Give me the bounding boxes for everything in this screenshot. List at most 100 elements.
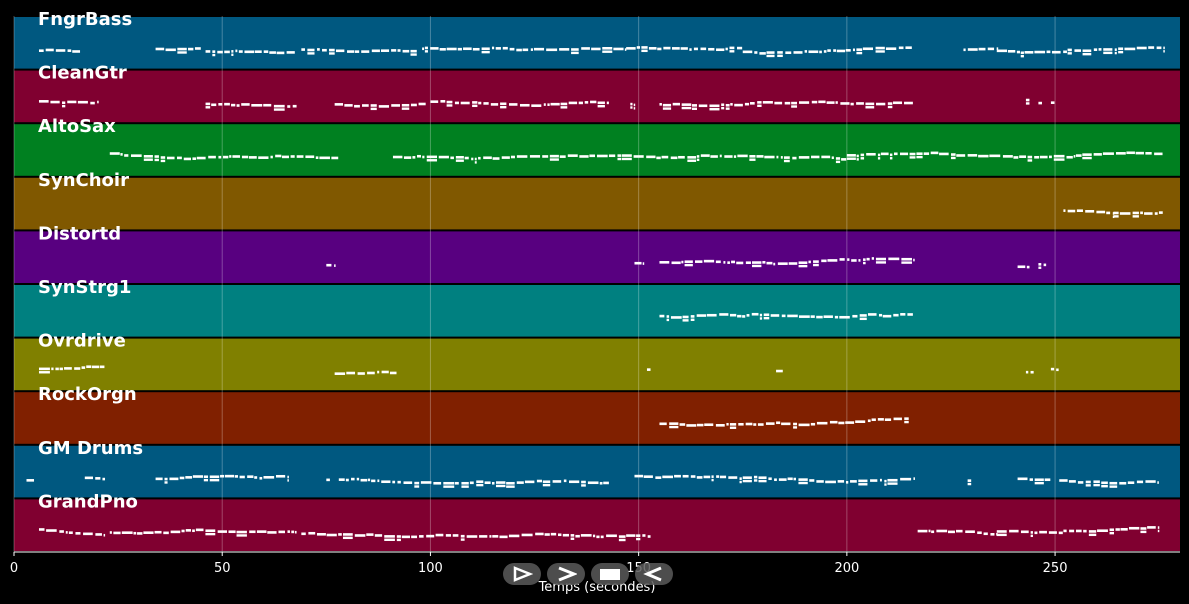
note (68, 531, 73, 535)
note (1113, 211, 1119, 215)
note (236, 104, 240, 107)
note (424, 50, 428, 53)
note (641, 46, 648, 49)
note (483, 156, 492, 160)
note (319, 156, 330, 160)
note (275, 474, 286, 478)
note (1026, 265, 1030, 269)
next-button[interactable] (547, 563, 585, 585)
note (495, 484, 506, 488)
note (495, 47, 501, 50)
note (185, 476, 193, 479)
note (930, 151, 939, 155)
note (646, 368, 651, 371)
note-segment (1038, 263, 1047, 269)
note (1077, 481, 1084, 484)
note (749, 155, 756, 158)
note (889, 153, 893, 157)
note (715, 424, 725, 427)
note (835, 160, 841, 164)
note (508, 103, 518, 106)
note (784, 101, 791, 105)
note-segment (422, 46, 627, 55)
note (430, 100, 439, 103)
note (491, 481, 495, 485)
note (426, 155, 438, 159)
note (671, 47, 680, 50)
note (1002, 155, 1013, 158)
stop-button[interactable] (591, 563, 629, 585)
note (581, 480, 586, 484)
note (752, 261, 762, 264)
note (346, 371, 356, 375)
note (443, 481, 455, 485)
note (670, 316, 682, 319)
note (709, 104, 720, 108)
note (681, 103, 692, 106)
note (860, 157, 865, 160)
note (239, 475, 245, 479)
note (236, 534, 247, 537)
note (887, 478, 898, 482)
note-segment (109, 152, 339, 163)
note-segment (963, 47, 999, 52)
note-segment (626, 46, 743, 53)
note (768, 477, 772, 481)
note (439, 48, 446, 51)
note (384, 535, 395, 538)
note (531, 104, 542, 107)
note (185, 529, 191, 532)
note (231, 103, 236, 107)
note (1074, 49, 1082, 52)
note (690, 315, 695, 318)
note (776, 369, 783, 373)
note (223, 155, 229, 159)
note (774, 101, 783, 105)
note (687, 159, 697, 162)
note (1109, 481, 1118, 485)
rewind-button[interactable] (635, 563, 673, 585)
note (81, 366, 86, 369)
note-segment (846, 46, 912, 55)
track-synchoir: SynChoir (14, 170, 1180, 230)
note (1025, 98, 1030, 102)
note (95, 533, 102, 536)
note (367, 371, 375, 375)
note (454, 481, 459, 485)
note (901, 261, 912, 264)
note (143, 158, 153, 161)
track-band (14, 17, 1180, 69)
note (753, 479, 758, 482)
play-button[interactable] (503, 563, 541, 585)
note-segment (430, 100, 609, 109)
note (1127, 481, 1135, 485)
note (777, 262, 788, 265)
note (192, 475, 203, 478)
note (963, 48, 966, 52)
note (840, 102, 850, 105)
note (130, 154, 142, 157)
note (904, 417, 909, 420)
note (560, 102, 568, 106)
note (1093, 480, 1100, 484)
note (600, 535, 604, 539)
note (729, 313, 737, 317)
note (856, 51, 863, 55)
note (1076, 209, 1083, 212)
note (823, 50, 827, 53)
note (1038, 101, 1042, 105)
note (351, 477, 355, 481)
note (1154, 152, 1163, 156)
note (1059, 479, 1068, 482)
note (763, 313, 770, 317)
note (1093, 483, 1100, 487)
note (901, 257, 912, 261)
note (900, 477, 912, 481)
note (875, 257, 887, 261)
note-segment (26, 479, 35, 482)
note (209, 475, 220, 479)
note (774, 478, 777, 482)
note (704, 423, 714, 427)
note (863, 258, 866, 261)
note (546, 48, 558, 52)
